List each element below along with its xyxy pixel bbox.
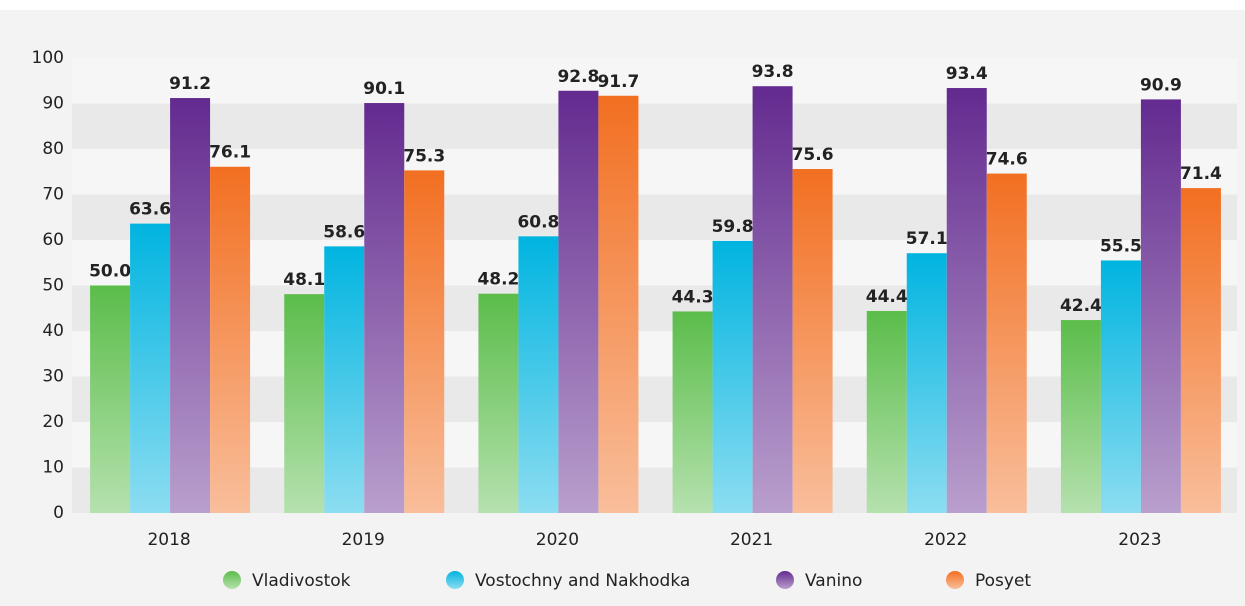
value-label: 75.3	[403, 146, 445, 166]
grid-band	[72, 194, 1237, 240]
value-label: 59.8	[712, 217, 754, 237]
value-label: 90.1	[363, 79, 405, 99]
bar	[1060, 320, 1101, 513]
y-tick-label: 20	[42, 412, 64, 432]
value-label: 93.8	[752, 62, 794, 82]
grid-band	[72, 103, 1237, 149]
bar	[906, 253, 947, 513]
x-tick-label: 2020	[536, 530, 579, 550]
value-label: 44.3	[672, 287, 714, 307]
grid-band	[72, 149, 1237, 195]
value-label: 63.6	[129, 200, 171, 220]
grid-band	[72, 285, 1237, 331]
value-label: 74.6	[986, 150, 1028, 170]
grid-band	[72, 467, 1237, 513]
value-label: 44.4	[866, 287, 908, 307]
x-tick-label: 2023	[1118, 530, 1161, 550]
bar	[946, 88, 987, 513]
value-label: 58.6	[323, 222, 365, 242]
x-tick-label: 2022	[924, 530, 967, 550]
y-tick-label: 10	[42, 458, 64, 478]
value-label: 92.8	[557, 67, 599, 87]
value-label: 90.9	[1140, 75, 1182, 95]
value-label: 60.8	[517, 212, 559, 232]
bar	[986, 173, 1027, 513]
value-label: 91.2	[169, 74, 211, 94]
value-label: 42.4	[1060, 296, 1102, 316]
bar	[324, 246, 365, 513]
bar	[518, 236, 559, 514]
bar	[478, 293, 519, 513]
bar	[130, 223, 171, 513]
y-tick-label: 0	[53, 503, 64, 523]
value-label: 57.1	[906, 229, 948, 249]
x-tick-label: 2019	[342, 530, 385, 550]
bar	[284, 294, 325, 513]
grid-band	[72, 376, 1237, 422]
y-tick-label: 60	[42, 230, 64, 250]
value-label: 71.4	[1180, 164, 1222, 184]
value-label: 93.4	[946, 64, 988, 84]
bar	[752, 86, 793, 514]
y-tick-label: 90	[42, 94, 64, 114]
legend-label: Vladivostok	[252, 571, 351, 591]
bar	[404, 170, 445, 513]
grid-band	[72, 422, 1237, 468]
y-tick-label: 40	[42, 321, 64, 341]
grid-band	[72, 240, 1237, 286]
bar	[1100, 260, 1141, 513]
bar	[792, 169, 833, 513]
bar	[210, 166, 251, 513]
y-tick-label: 100	[32, 48, 64, 68]
legend-label: Posyet	[975, 571, 1031, 591]
bar	[90, 285, 131, 513]
bar	[1140, 99, 1181, 513]
legend-marker	[946, 571, 964, 589]
value-label: 75.6	[792, 145, 834, 165]
bar	[364, 103, 405, 514]
bar	[866, 310, 907, 513]
bar	[672, 311, 713, 513]
x-tick-label: 2021	[730, 530, 773, 550]
y-tick-label: 70	[42, 185, 64, 205]
bar	[1180, 188, 1221, 513]
value-label: 48.2	[477, 270, 519, 290]
value-label: 48.1	[283, 270, 325, 290]
grid-band	[72, 331, 1237, 377]
value-label: 76.1	[209, 143, 251, 163]
value-label: 55.5	[1100, 236, 1142, 256]
bar	[712, 240, 753, 513]
y-tick-label: 80	[42, 139, 64, 159]
bar	[598, 95, 639, 513]
legend-label: Vanino	[805, 571, 862, 591]
x-tick-label: 2018	[147, 530, 190, 550]
legend-label: Vostochny and Nakhodka	[475, 571, 690, 591]
legend-marker	[776, 571, 794, 589]
y-tick-label: 50	[42, 276, 64, 296]
bar	[170, 98, 211, 513]
bar	[558, 90, 599, 513]
value-label: 50.0	[89, 262, 131, 282]
grid-band	[72, 58, 1237, 104]
legend-marker	[446, 571, 464, 589]
y-tick-label: 30	[42, 367, 64, 387]
value-label: 91.7	[597, 72, 639, 92]
legend-marker	[223, 571, 241, 589]
